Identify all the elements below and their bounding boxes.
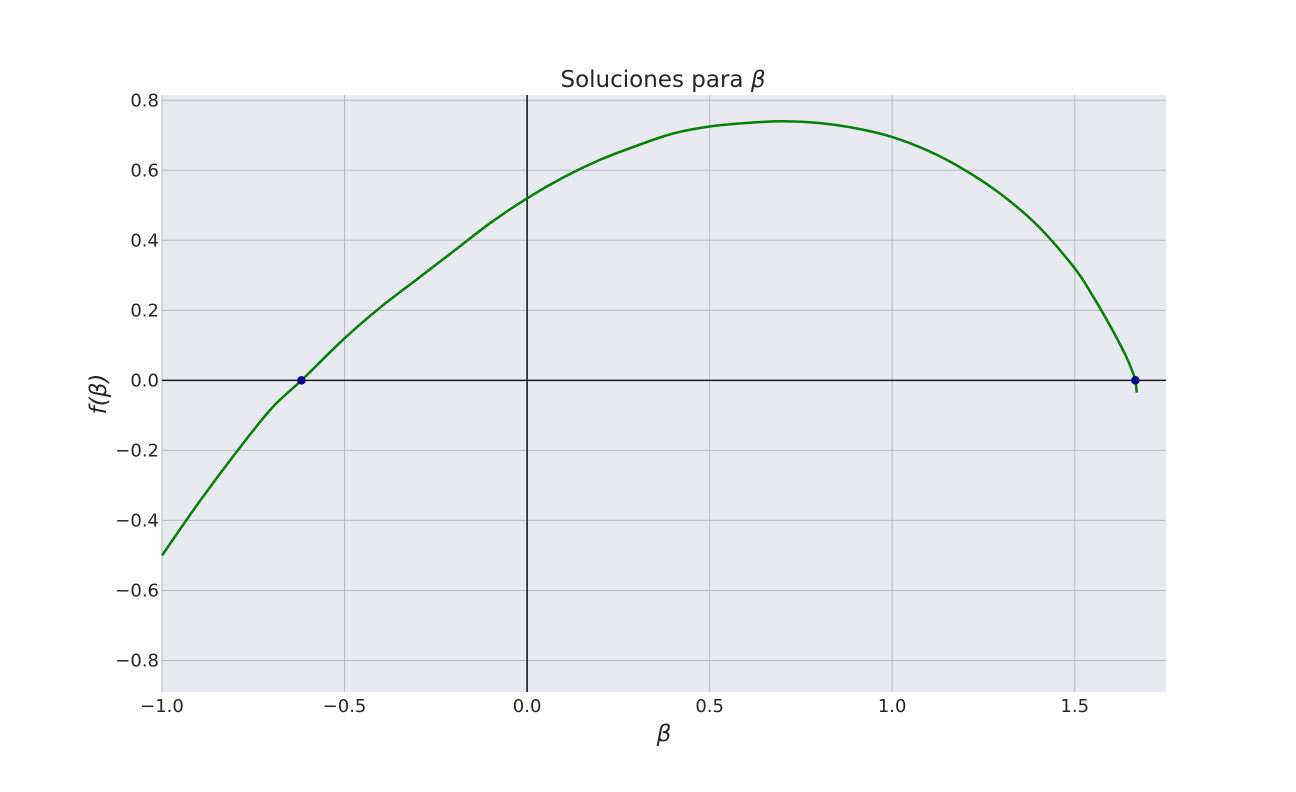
x-tick-label: 0.0: [513, 696, 542, 717]
y-tick-label: −0.8: [115, 650, 159, 671]
solution-point-1: [1131, 376, 1140, 385]
series-line-0: [160, 120, 1139, 557]
solution-point-0: [297, 376, 306, 385]
y-tick-label: 0.0: [130, 370, 159, 391]
y-tick-label: 0.8: [130, 90, 159, 111]
y-tick-label: 0.6: [130, 160, 159, 181]
x-tick-label: −1.0: [140, 696, 184, 717]
y-tick-labels: 0.8 0.6 0.4 0.2 0.0 −0.2 −0.4 −0.6 −0.8: [115, 90, 159, 671]
solution-points: [297, 376, 1140, 385]
chart-title-symbol: β: [750, 67, 766, 93]
y-tick-label: 0.2: [130, 300, 159, 321]
x-tick-label: 0.5: [695, 696, 724, 717]
chart-title-text: Soluciones para: [560, 67, 750, 93]
chart-title: Soluciones para β: [560, 67, 765, 93]
reference-lines: [162, 95, 1166, 692]
y-tick-label: 0.4: [130, 230, 159, 251]
y-tick-label: −0.2: [115, 440, 159, 461]
x-tick-label: 1.0: [878, 696, 907, 717]
x-axis-label: β: [656, 721, 672, 747]
x-tick-label: 1.5: [1060, 696, 1089, 717]
y-tick-label: −0.4: [115, 510, 159, 531]
series-layer: [160, 120, 1139, 557]
y-tick-label: −0.6: [115, 580, 159, 601]
x-tick-label: −0.5: [323, 696, 367, 717]
x-tick-labels: −1.0 −0.5 0.0 0.5 1.0 1.5: [140, 696, 1089, 717]
y-axis-label: f(β): [86, 374, 112, 415]
plot-area: [162, 95, 1166, 692]
